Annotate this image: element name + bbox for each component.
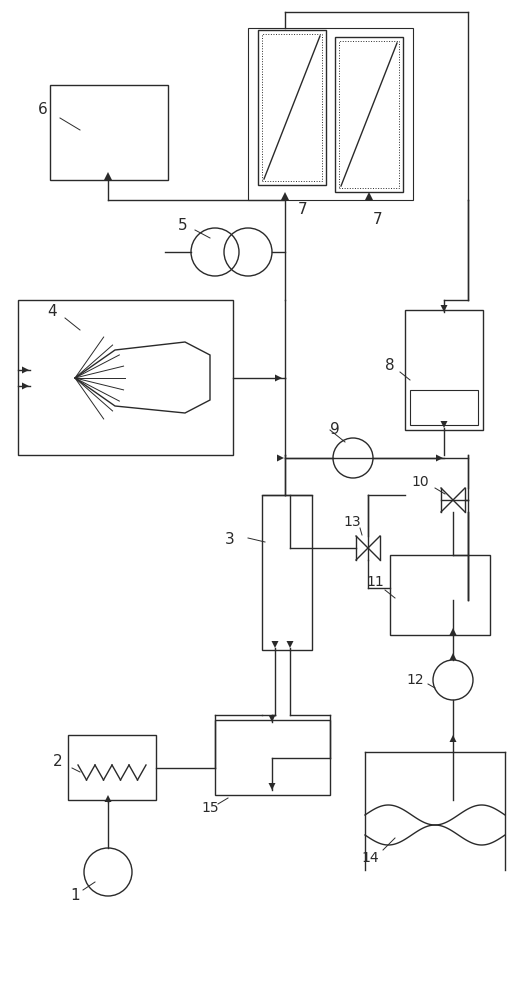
Polygon shape (268, 715, 275, 722)
Polygon shape (450, 735, 457, 742)
Polygon shape (271, 641, 279, 648)
Text: 5: 5 (178, 218, 188, 232)
Polygon shape (440, 421, 447, 428)
Bar (258, 30, 326, 185)
Bar (68, 735, 156, 800)
Polygon shape (22, 382, 29, 389)
Text: 14: 14 (361, 851, 379, 865)
Polygon shape (281, 192, 289, 200)
Bar (335, 37, 403, 192)
Polygon shape (450, 628, 457, 635)
Polygon shape (275, 374, 282, 381)
Text: 3: 3 (225, 532, 235, 548)
Text: 15: 15 (201, 801, 219, 815)
Bar (215, 720, 330, 795)
Polygon shape (104, 172, 112, 180)
Text: 4: 4 (47, 304, 57, 320)
Text: 1: 1 (70, 888, 80, 902)
Text: 8: 8 (385, 358, 395, 372)
Text: 7: 7 (373, 213, 383, 228)
Text: 13: 13 (343, 515, 361, 529)
Bar (18, 300, 233, 455)
Polygon shape (104, 795, 112, 802)
Text: 9: 9 (330, 422, 340, 438)
Bar (405, 310, 483, 430)
Polygon shape (436, 454, 443, 462)
Text: 11: 11 (366, 575, 384, 589)
Polygon shape (22, 366, 29, 373)
Polygon shape (268, 783, 275, 790)
Text: 12: 12 (406, 673, 424, 687)
Polygon shape (440, 305, 447, 312)
Bar (50, 85, 168, 180)
Text: 6: 6 (38, 103, 48, 117)
Bar (410, 390, 478, 425)
Text: 10: 10 (411, 475, 429, 489)
Text: 7: 7 (298, 202, 308, 218)
Polygon shape (365, 192, 373, 200)
Bar (248, 28, 413, 200)
Polygon shape (450, 653, 457, 660)
Text: 2: 2 (53, 754, 63, 770)
Bar (262, 495, 312, 650)
Polygon shape (277, 454, 284, 462)
Bar (262, 34, 322, 181)
Bar (339, 41, 399, 188)
Bar (390, 555, 490, 635)
Polygon shape (287, 641, 293, 648)
